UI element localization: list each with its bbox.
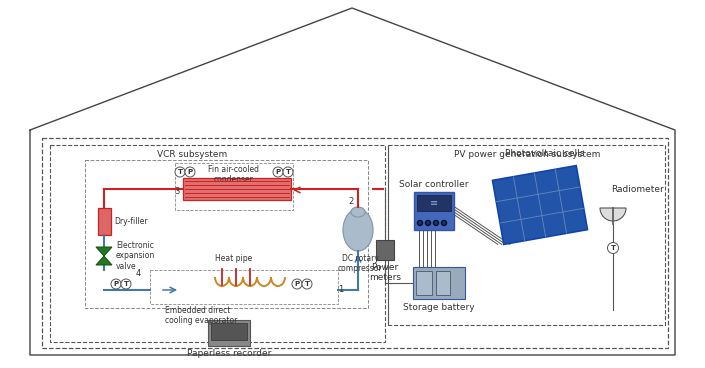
Text: Dry-filler: Dry-filler <box>114 217 147 226</box>
Text: T: T <box>178 169 183 175</box>
Text: Fin air-cooled
condenser: Fin air-cooled condenser <box>209 165 259 184</box>
Polygon shape <box>493 166 587 244</box>
Text: 3: 3 <box>174 188 180 197</box>
Text: Storage battery: Storage battery <box>403 303 474 312</box>
Circle shape <box>434 220 439 226</box>
Text: Radiometer: Radiometer <box>611 185 663 194</box>
Circle shape <box>283 167 293 177</box>
Circle shape <box>292 279 302 289</box>
Wedge shape <box>600 208 626 221</box>
Text: Photovoltaic cells: Photovoltaic cells <box>505 149 584 159</box>
Circle shape <box>273 167 283 177</box>
FancyBboxPatch shape <box>98 208 111 235</box>
Text: Solar controller: Solar controller <box>399 180 469 189</box>
Text: P: P <box>276 169 281 175</box>
Circle shape <box>417 220 422 226</box>
Circle shape <box>441 220 446 226</box>
Text: 4: 4 <box>135 269 140 279</box>
Circle shape <box>185 167 195 177</box>
Polygon shape <box>96 256 112 265</box>
Ellipse shape <box>351 207 365 217</box>
FancyBboxPatch shape <box>376 240 394 260</box>
FancyBboxPatch shape <box>416 271 432 295</box>
Text: T: T <box>286 169 290 175</box>
Circle shape <box>121 279 131 289</box>
Text: ≡: ≡ <box>430 198 438 208</box>
Text: Paperless recorder: Paperless recorder <box>187 349 271 358</box>
Polygon shape <box>96 247 112 256</box>
Text: VCR subsystem: VCR subsystem <box>157 150 227 159</box>
Circle shape <box>175 167 185 177</box>
FancyBboxPatch shape <box>417 195 451 211</box>
FancyBboxPatch shape <box>414 192 454 230</box>
Text: P: P <box>295 281 300 287</box>
Text: Heat pipe: Heat pipe <box>215 254 252 263</box>
FancyBboxPatch shape <box>183 178 291 200</box>
FancyBboxPatch shape <box>211 323 247 340</box>
Text: PV power generation subsystem: PV power generation subsystem <box>454 150 600 159</box>
Circle shape <box>302 279 312 289</box>
Text: T: T <box>611 245 615 251</box>
Text: T: T <box>123 281 128 287</box>
Ellipse shape <box>343 209 373 251</box>
FancyBboxPatch shape <box>413 267 465 299</box>
Text: DC rotary
compressor: DC rotary compressor <box>338 254 382 273</box>
Circle shape <box>608 243 618 254</box>
Circle shape <box>426 220 431 226</box>
FancyBboxPatch shape <box>208 320 250 346</box>
Text: P: P <box>114 281 118 287</box>
Text: 1: 1 <box>338 286 343 294</box>
FancyBboxPatch shape <box>436 271 450 295</box>
Text: Embedded direct
cooling evaporator: Embedded direct cooling evaporator <box>165 306 238 325</box>
Text: T: T <box>305 281 309 287</box>
Text: 2: 2 <box>348 198 354 206</box>
Text: Electronic
expansion
valve: Electronic expansion valve <box>116 241 155 271</box>
Text: P: P <box>188 169 192 175</box>
Circle shape <box>111 279 121 289</box>
Text: Power
meters: Power meters <box>369 263 401 282</box>
